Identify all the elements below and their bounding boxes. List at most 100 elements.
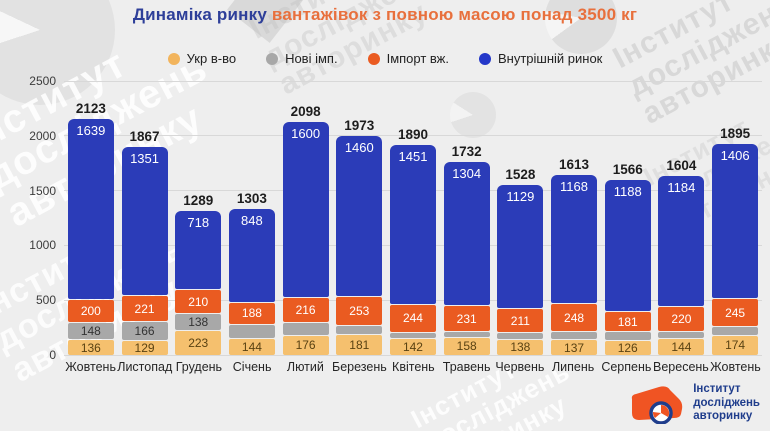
bar-segment-ukr-vyrobnytstvo: 142 [389,339,436,355]
x-axis-labels: Жовтень Листопад Грудень Січень Лютий Березен… [64,360,762,374]
month-label: Липень [551,360,595,374]
institute-logo-text: Інститут досліджень авторинку [693,383,760,423]
bar-segment-novi-import: 166 [121,321,168,340]
chart-title-blue: Динаміка ринку [132,5,267,24]
bar-segment-novi-import [282,323,329,335]
bar-segment-import-vzh: 210 [175,290,222,314]
legend-label: Нові імп. [285,51,338,66]
bar-segment-value: 181 [349,338,370,353]
bar-segment-value: 248 [564,310,585,325]
bar-segment-ukr-vyrobnytstvo: 144 [228,339,275,355]
stacked-bar: 176 216 1600 [282,122,329,355]
bar-total-label: 1303 [236,191,267,207]
bars-container: 136 148 200 1639 2123 129 166 221 1351 1867 223 138… [64,81,762,355]
legend-item-vnutrishniy-rynok: Внутрішній ринок [478,51,603,66]
bar-group-липень: 137 248 1168 1613 [547,81,601,355]
stacked-bar: 158 231 1304 [443,162,490,355]
legend-dot-gray-icon [266,52,279,65]
bar-segment-import-vzh: 231 [443,306,490,332]
bar-total-label: 1566 [612,162,643,178]
bar-segment-ukr-vyrobnytstvo: 144 [658,339,705,355]
bar-segment-value: 188 [241,306,262,321]
bar-segment-value: 1451 [398,148,428,164]
bar-group-листопад: 129 166 221 1351 1867 [118,81,172,355]
chart-title: Динаміка ринку вантажівок з повною масою… [0,5,770,25]
bar-group-квітень: 142 244 1451 1890 [386,81,440,355]
legend-item-import-vzh: Імпорт вж. [367,51,449,66]
bar-segment-value: 244 [402,311,423,326]
bar-segment-novi-import [497,333,544,339]
legend-label: Імпорт вж. [386,51,449,66]
stacked-bar: 144 220 1184 [658,176,705,355]
bar-group-серпень: 126 181 1188 1566 [601,81,655,355]
bar-segment-value: 144 [241,340,262,355]
bar-segment-value: 136 [80,340,101,355]
plot-area: 0 500 1000 1500 2000 2500 136 148 200 1639 2123 129… [29,74,762,362]
bar-segment-ukr-vyrobnytstvo: 223 [175,330,222,355]
stacked-bar: 137 248 1168 [551,175,598,355]
stacked-bar: 142 244 1451 [389,144,436,355]
bar-segment-novi-import: 148 [67,322,114,340]
bar-segment-import-vzh: 245 [712,299,759,327]
y-axis-tick-label: 500 [35,293,56,308]
bar-segment-value: 1304 [452,166,482,182]
legend-item-novi-import: Нові імп. [266,51,338,66]
bar-segment-novi-import [712,327,759,335]
bar-segment-novi-import [443,332,490,337]
bar-group-лютий: 176 216 1600 2098 [279,81,333,355]
bar-segment-value: 126 [617,341,638,356]
stacked-bar: 136 148 200 1639 [67,119,114,355]
legend-label: Внутрішній ринок [497,51,603,66]
bar-segment-value: 1406 [720,148,750,164]
y-axis-tick-label: 1500 [29,183,56,198]
gridline [64,135,762,137]
bar-segment-value: 231 [456,311,477,326]
bar-segment-value: 129 [134,340,155,355]
bar-group-травень: 158 231 1304 1732 [440,81,494,355]
bar-group-березень: 181 253 1460 1973 [332,81,386,355]
bar-segment-value: 138 [510,340,531,355]
y-axis-tick-label: 1000 [29,238,56,253]
bar-segment-value: 1168 [560,179,589,195]
bar-segment-vnutrishniy-rynok: 1406 [712,144,759,299]
bar-segment-value: 221 [134,301,155,316]
month-label: Січень [232,360,272,374]
bar-total-label: 1732 [451,144,482,160]
stacked-bar: 181 253 1460 [336,135,383,355]
bar-group-жовтень: 136 148 200 1639 2123 [64,81,118,355]
bar-total-label: 2123 [75,101,106,117]
bar-segment-ukr-vyrobnytstvo: 158 [443,337,490,355]
bar-segment-import-vzh: 216 [282,298,329,323]
bar-segment-value: 174 [725,338,746,353]
bar-group-січень: 144 188 848 1303 [225,81,279,355]
month-label: Грудень [175,360,223,374]
bar-total-label: 1604 [666,158,697,174]
bar-segment-value: 253 [349,303,370,318]
month-label: Червень [495,360,545,374]
bar-segment-vnutrishniy-rynok: 1600 [282,122,329,298]
stacked-bar: 126 181 1188 [604,180,651,356]
bar-segment-import-vzh: 220 [658,306,705,332]
bar-segment-value: 137 [564,340,585,355]
institute-logo-icon [632,386,683,424]
month-label: Серпень [601,360,652,374]
month-label: Березень [332,360,387,374]
chart-title-orange: вантажівок з повною масою понад 3500 кг [266,5,638,24]
bar-segment-value: 138 [188,315,209,329]
bar-segment-import-vzh: 200 [67,299,114,322]
bar-total-label: 1613 [559,157,590,173]
bar-segment-ukr-vyrobnytstvo: 129 [121,340,168,355]
bar-segment-value: 148 [80,324,101,338]
bar-segment-value: 1129 [506,188,535,204]
bar-segment-vnutrishniy-rynok: 1451 [389,144,436,304]
bar-segment-value: 142 [402,340,423,355]
bar-group-жовтень: 174 245 1406 1895 [708,81,762,355]
bar-segment-novi-import [389,332,436,339]
bar-segment-novi-import [658,332,705,339]
bar-segment-value: 1460 [344,139,374,155]
bar-segment-value: 144 [671,340,692,355]
bar-total-label: 1890 [397,126,428,142]
bar-segment-import-vzh: 221 [121,296,168,321]
legend-item-ukr-vyrobnytstvo: Укр в-во [167,51,236,66]
bar-group-грудень: 223 138 210 718 1289 [171,81,225,355]
